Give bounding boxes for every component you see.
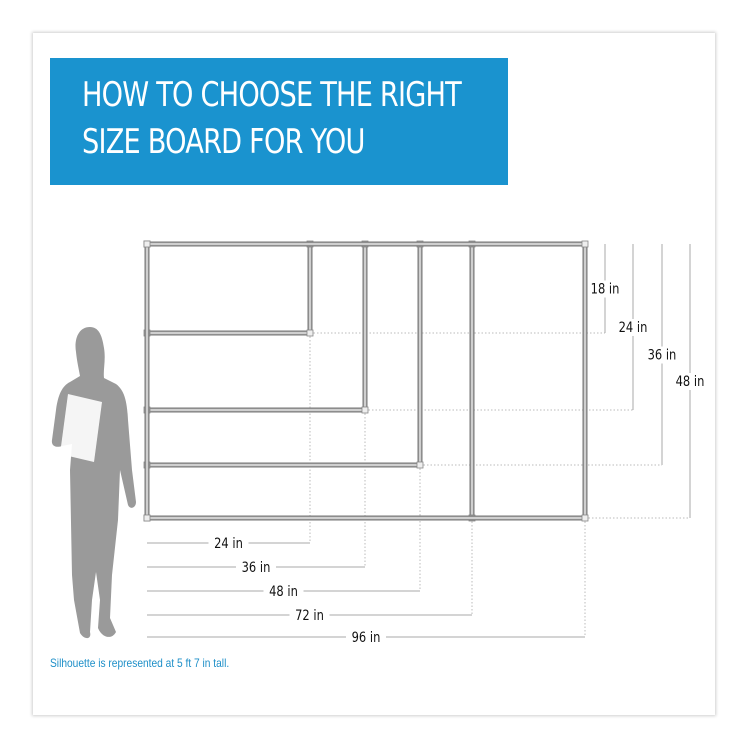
footnote: Silhouette is represented at 5 ft 7 in t… bbox=[50, 656, 230, 670]
board-frame-inner bbox=[145, 242, 422, 467]
label-bg bbox=[263, 583, 304, 599]
woman-silhouette-icon bbox=[51, 327, 136, 639]
board-frame-24x18 bbox=[144, 241, 313, 336]
board-frame-36x24 bbox=[144, 241, 368, 413]
frame-corner bbox=[581, 514, 589, 522]
title-banner bbox=[50, 58, 508, 185]
frame-corner bbox=[306, 329, 314, 337]
width-label: 96 in bbox=[352, 630, 381, 646]
page-title: HOW TO CHOOSE THE RIGHT SIZE BOARD FOR Y… bbox=[82, 75, 462, 162]
label-bg bbox=[346, 629, 386, 645]
label-bg bbox=[208, 535, 249, 551]
height-label: 24 in bbox=[619, 320, 648, 336]
label-bg bbox=[289, 607, 330, 623]
frame-corner bbox=[416, 461, 424, 469]
height-label: 18 in bbox=[591, 281, 620, 297]
width-label: 72 in bbox=[295, 608, 324, 624]
label-bg bbox=[647, 346, 679, 364]
width-label: 36 in bbox=[242, 560, 271, 576]
width-label: 48 in bbox=[269, 584, 298, 600]
frame-corner bbox=[143, 514, 151, 522]
frame-corner bbox=[581, 240, 589, 248]
board-frame-inner bbox=[145, 242, 312, 335]
clipboard bbox=[60, 394, 102, 462]
label-bg bbox=[590, 280, 622, 298]
label-bg bbox=[618, 319, 650, 336]
frame-corner bbox=[143, 240, 151, 248]
board-frame-inner bbox=[145, 242, 367, 412]
board-frame-48x36 bbox=[144, 241, 423, 468]
width-label: 24 in bbox=[214, 536, 243, 552]
height-label: 36 in bbox=[648, 347, 677, 363]
board-frame-inner bbox=[145, 242, 587, 520]
height-label: 48 in bbox=[676, 374, 705, 390]
label-bg bbox=[675, 373, 707, 390]
label-bg bbox=[236, 559, 276, 575]
frame-corner bbox=[361, 406, 369, 414]
